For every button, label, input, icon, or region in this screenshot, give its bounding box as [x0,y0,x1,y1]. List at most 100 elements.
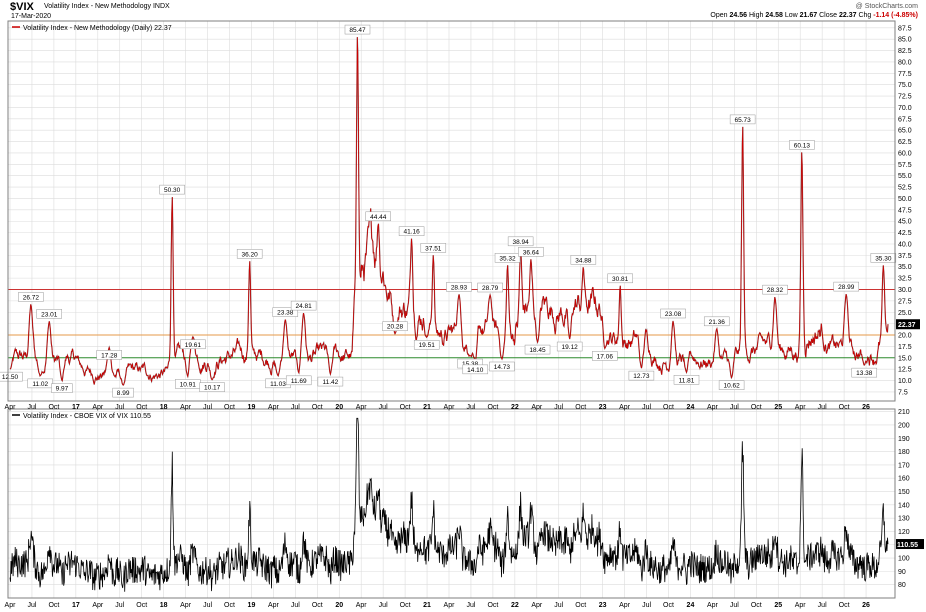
lower-panel-frame [7,408,896,599]
vix-series-line [9,37,889,386]
annotation-text: 30.81 [612,276,629,283]
x-tick-label: Jul [466,602,475,609]
annotation-text: 23.08 [665,311,682,318]
lower-x-axis: Apr Jul Oct 17 Apr Jul Oct 18 Apr Jul Oct 19 Apr Jul O… [5,602,870,609]
x-tick-label: 18 [160,602,168,609]
annotation-label: 14.73 [489,361,515,372]
vvix-series-line [9,417,889,592]
annotation-label: 28.79 [477,282,503,293]
lower-legend-text: Volatility Index - CBOE VIX of VIX 110.5… [23,413,151,420]
annotation-text: 17.28 [101,352,118,359]
annotation-label: 8.99 [112,387,134,398]
annotation-text: 37.51 [425,245,442,252]
annotation-label: 11.69 [285,375,312,386]
x-tick-label: Apr [92,404,104,411]
annotation-text: 14.10 [467,367,484,374]
high-value: 24.58 [765,12,783,19]
current-value-text: 22.37 [898,322,916,329]
annotation-text: 21.36 [709,319,726,326]
y-tick-label: 57.5 [898,162,912,169]
annotation-text: 12.50 [2,374,19,381]
x-tick-label: Jul [642,602,651,609]
annotation-text: 18.45 [529,347,546,354]
x-tick-label: Jul [379,602,388,609]
annotation-text: 19.61 [185,342,202,349]
annotation-label: 37.51 [420,243,447,253]
x-tick-label: Apr [180,602,192,609]
x-tick-label: Apr [5,404,17,411]
x-tick-label: Apr [5,602,17,609]
upper-y-axis: 7.510.012.515.017.520.022.525.027.530.03… [898,25,912,396]
x-tick-label: 22 [511,404,519,411]
annotation-label: 28.93 [446,282,472,292]
x-tick-label: Jul [291,602,300,609]
annotation-text: 19.51 [419,342,436,349]
annotation-label: 17.28 [96,350,122,360]
y-tick-label: 100 [898,556,910,563]
x-tick-label: Apr [531,404,543,411]
x-tick-label: 21 [423,404,431,411]
annotation-label: 19.51 [413,339,440,350]
annotation-text: 10.91 [180,381,197,388]
y-tick-label: 85.0 [898,37,912,44]
annotation-label: 14.10 [462,364,489,375]
upper-legend-text: Volatility Index - New Methodology (Dail… [23,25,172,32]
y-tick-label: 32.5 [898,276,912,283]
y-tick-label: 75.0 [898,82,912,89]
annotation-label: 23.38 [272,307,299,317]
y-tick-label: 27.5 [898,298,912,305]
x-tick-label: Apr [356,602,368,609]
annotation-text: 9.97 [56,386,69,393]
annotation-text: 41.16 [403,229,420,236]
annotation-text: 23.38 [277,310,294,317]
annotations: 12.50 26.72 11.02 23.01 9.97 17.28 8.99 50.30 10… [0,24,897,398]
low-label: Low [784,12,798,19]
annotation-text: 35.30 [875,255,892,262]
y-tick-label: 82.5 [898,48,912,55]
annotation-label: 30.81 [607,273,633,284]
chg-label: Chg [858,12,872,19]
x-tick-label: Oct [400,404,411,411]
annotation-label: 50.30 [159,184,185,195]
current-value-box: 22.37 [896,319,920,330]
y-tick-label: 45.0 [898,219,912,226]
x-tick-label: Jul [730,404,739,411]
annotation-text: 26.72 [23,294,40,301]
y-tick-label: 70.0 [898,105,912,112]
annotation-text: 8.99 [117,390,130,397]
upper-panel-frame [7,20,896,402]
y-tick-label: 200 [898,422,910,429]
x-tick-label: 25 [774,404,782,411]
symbol-name: Volatility Index - New Methodology INDX [44,3,170,10]
lower-legend: Volatility Index - CBOE VIX of VIX 110.5… [12,413,151,420]
y-tick-label: 60.0 [898,150,912,157]
annotation-text: 28.99 [838,284,855,291]
y-tick-label: 50.0 [898,196,912,203]
x-tick-label: Oct [400,602,411,609]
symbol-label: $VIX [10,1,34,13]
y-tick-label: 140 [898,502,910,509]
y-tick-label: 210 [898,409,910,416]
x-tick-label: Oct [839,404,850,411]
annotation-text: 50.30 [164,187,181,194]
grid [8,21,895,598]
x-tick-label: Jul [379,404,388,411]
y-tick-label: 12.5 [898,367,912,374]
x-tick-label: 23 [599,404,607,411]
x-tick-label: 21 [423,602,431,609]
x-tick-label: Apr [268,602,280,609]
x-tick-label: Jul [203,602,212,609]
y-tick-label: 67.5 [898,116,912,123]
annotation-label: 44.44 [365,211,391,222]
annotation-text: 10.62 [723,383,740,390]
annotation-label: 11.42 [317,376,344,387]
annotation-text: 23.01 [41,311,58,318]
annotation-label: 20.28 [382,321,408,331]
annotation-text: 65.73 [734,117,751,124]
annotation-text: 38.94 [512,239,529,246]
x-tick-label: Jul [466,404,475,411]
x-tick-label: Jul [554,404,563,411]
x-tick-label: Oct [751,602,762,609]
x-tick-label: 26 [862,602,870,609]
